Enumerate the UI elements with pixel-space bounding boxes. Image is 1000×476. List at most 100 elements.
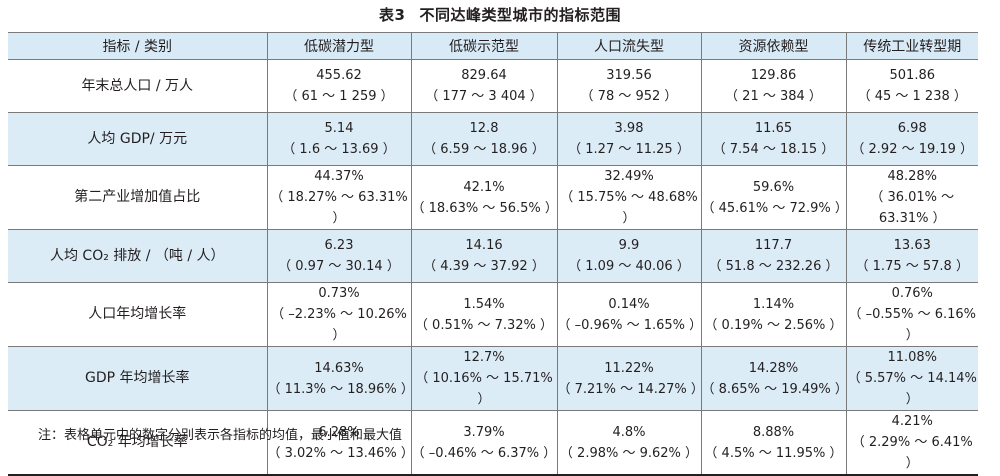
cell-min-max-range: （ –0.55% ～ 6.16% ） — [848, 307, 977, 343]
table-cell: 9.9 （ 1.09 ～ 40.06 ） — [556, 229, 702, 283]
table-cell: 14.63% （ 11.3% ～ 18.96% ） — [266, 346, 414, 411]
table-cell: 3.79% （ –0.46% ～ 6.37% ） — [410, 410, 558, 476]
cell-min-max-range: （ 0.51% ～ 7.32% ） — [414, 317, 554, 333]
row-label: 人均 CO₂ 排放 / （吨 / 人） — [8, 229, 268, 283]
cell-mean-value: 59.6% — [752, 179, 795, 195]
cell-min-max-range: （ 0.97 ～ 30.14 ） — [278, 259, 400, 274]
header-traditional-industry-transition: 传统工业转型期 — [845, 32, 978, 60]
cell-min-max-range: （ 2.29% ～ 6.41% ） — [851, 435, 973, 471]
indicator-range-table: 指标 / 类别 低碳潜力型 低碳示范型 人口流失型 资源依赖型 传统工业转型期 … — [8, 32, 978, 476]
cell-mean-value: 6.28% — [318, 424, 360, 440]
cell-mean-value: 3.79% — [463, 424, 505, 440]
table-title: 表3 不同达峰类型城市的指标范围 — [0, 4, 1000, 25]
cell-mean-value: 0.73% — [318, 286, 360, 301]
cell-min-max-range: （ 1.27 ～ 11.25 ） — [568, 142, 690, 157]
cell-mean-value: 0.14% — [608, 296, 650, 312]
cell-mean-value: 4.8% — [612, 424, 646, 440]
cell-mean-value: 1.54% — [463, 296, 505, 312]
cell-min-max-range: （ 7.54 ～ 18.15 ） — [712, 142, 835, 157]
cell-mean-value: 32.49% — [604, 169, 654, 184]
table-cell: 14.16 （ 4.39 ～ 37.92 ） — [410, 229, 558, 283]
row-label: 第二产业增加值占比 — [8, 165, 268, 230]
table-row: GDP 年均增长率 14.63% （ 11.3% ～ 18.96% ） 12.7% （ … — [8, 346, 978, 411]
cell-mean-value: 129.86 — [750, 68, 797, 83]
cell-mean-value: 12.8 — [469, 121, 499, 136]
table-cell: 11.22% （ 7.21% ～ 14.27% ） — [556, 346, 704, 411]
table-cell: 6.23 （ 0.97 ～ 30.14 ） — [266, 229, 412, 283]
cell-min-max-range: （ 45.61% ～ 72.9% ） — [701, 200, 848, 216]
cell-mean-value: 6.23 — [324, 238, 354, 253]
cell-min-max-range: （ 15.75% ～ 48.68% ） — [560, 190, 698, 226]
table-row: 年末总人口 / 万人 455.62 （ 61 ～ 1 259 ） 829.64 （ 17… — [8, 59, 978, 113]
row-label: GDP 年均增长率 — [8, 346, 268, 411]
cell-mean-value: 11.08% — [887, 350, 938, 365]
cell-mean-value: 0.76% — [891, 286, 933, 301]
header-resource-dependent: 资源依赖型 — [700, 32, 847, 60]
header-low-carbon-demonstration: 低碳示范型 — [410, 32, 558, 60]
table-cell: 32.49% （ 15.75% ～ 48.68% ） — [556, 165, 702, 230]
table-footnote: 注：表格单元中的数字分别表示各指标的均值，最小值和最大值 — [38, 428, 403, 443]
table-number: 表3 — [379, 6, 406, 24]
table-row: 人均 CO₂ 排放 / （吨 / 人） 6.23 （ 0.97 ～ 30.14 ） 1… — [8, 229, 978, 283]
row-label: 年末总人口 / 万人 — [8, 59, 268, 113]
table-cell: 0.76% （ –0.55% ～ 6.16% ） — [845, 282, 978, 347]
table-cell: 11.65 （ 7.54 ～ 18.15 ） — [700, 112, 847, 166]
table-caption: 不同达峰类型城市的指标范围 — [419, 6, 621, 24]
cell-mean-value: 4.21% — [891, 414, 933, 429]
cell-min-max-range: （ –2.23% ～ 10.26% ） — [271, 307, 407, 343]
table-row: 人均 GDP/ 万元 5.14 （ 1.6 ～ 13.69 ） 12.8 （ 6.59 … — [8, 112, 978, 166]
cell-mean-value: 117.7 — [754, 238, 793, 253]
table-cell: 6.98 （ 2.92 ～ 19.19 ） — [845, 112, 978, 166]
table-cell: 4.21% （ 2.29% ～ 6.41% ） — [845, 410, 978, 476]
cell-mean-value: 501.86 — [889, 68, 936, 83]
table-cell: 829.64 （ 177 ～ 3 404 ） — [410, 59, 558, 113]
cell-mean-value: 319.56 — [606, 68, 652, 83]
cell-mean-value: 14.28% — [748, 360, 799, 376]
cell-min-max-range: （ 1.75 ～ 57.8 ） — [855, 259, 969, 274]
table-cell: 1.54% （ 0.51% ～ 7.32% ） — [410, 282, 558, 347]
cell-mean-value: 42.1% — [463, 179, 505, 195]
cell-min-max-range: （ 0.19% ～ 2.56% ） — [704, 317, 843, 333]
table-cell: 0.73% （ –2.23% ～ 10.26% ） — [266, 282, 412, 347]
cell-min-max-range: （ 18.63% ～ 56.5% ） — [411, 200, 558, 216]
cell-mean-value: 5.14 — [324, 121, 354, 136]
table-row: 第二产业增加值占比 44.37% （ 18.27% ～ 63.31% ） 42.1% （… — [8, 165, 978, 230]
cell-mean-value: 14.16 — [465, 238, 503, 253]
table-cell: 11.08% （ 5.57% ～ 14.14% ） — [845, 346, 978, 411]
cell-min-max-range: （ 11.3% ～ 18.96% ） — [267, 381, 414, 397]
table-cell: 0.14% （ –0.96% ～ 1.65% ） — [556, 282, 702, 347]
cell-min-max-range: （ 1.6 ～ 13.69 ） — [282, 142, 396, 157]
table-cell: 455.62 （ 61 ～ 1 259 ） — [266, 59, 412, 113]
cell-mean-value: 11.65 — [754, 121, 793, 136]
table-cell: 12.8 （ 6.59 ～ 18.96 ） — [410, 112, 558, 166]
cell-min-max-range: （ 5.57% ～ 14.14% ） — [847, 371, 977, 407]
cell-min-max-range: （ 6.59 ～ 18.96 ） — [423, 142, 545, 157]
table-header-row: 指标 / 类别 低碳潜力型 低碳示范型 人口流失型 资源依赖型 传统工业转型期 — [8, 32, 978, 60]
table-cell: 42.1% （ 18.63% ～ 56.5% ） — [410, 165, 558, 230]
table-cell: 59.6% （ 45.61% ～ 72.9% ） — [700, 165, 848, 230]
cell-min-max-range: （ 177 ～ 3 404 ） — [425, 89, 543, 104]
header-low-carbon-potential: 低碳潜力型 — [266, 32, 412, 60]
cell-mean-value: 44.37% — [314, 169, 364, 184]
table-cell: 319.56 （ 78 ～ 952 ） — [556, 59, 702, 113]
cell-min-max-range: （ 36.01% ～ 63.31% ） — [870, 190, 955, 226]
cell-mean-value: 829.64 — [461, 68, 507, 83]
table-row: 人口年均增长率 0.73% （ –2.23% ～ 10.26% ） 1.54% （ 0.… — [8, 282, 978, 347]
cell-mean-value: 9.9 — [618, 238, 640, 253]
cell-min-max-range: （ 61 ～ 1 259 ） — [284, 89, 394, 104]
cell-min-max-range: （ 45 ～ 1 238 ） — [857, 89, 967, 104]
table-cell: 501.86 （ 45 ～ 1 238 ） — [845, 59, 978, 113]
table-cell: 5.14 （ 1.6 ～ 13.69 ） — [266, 112, 412, 166]
cell-min-max-range: （ 18.27% ～ 63.31% ） — [270, 190, 408, 226]
cell-min-max-range: （ 1.09 ～ 40.06 ） — [568, 259, 690, 274]
table-cell: 12.7% （ 10.16% ～ 15.71% ） — [410, 346, 558, 411]
document-page: 表3 不同达峰类型城市的指标范围 指标 / 类别 低碳潜力型 低碳示范型 人口流失… — [0, 4, 1000, 476]
table-cell: 44.37% （ 18.27% ～ 63.31% ） — [266, 165, 412, 230]
cell-mean-value: 455.62 — [316, 68, 362, 83]
table-cell: 48.28% （ 36.01% ～ 63.31% ） — [845, 165, 978, 230]
cell-min-max-range: （ 2.92 ～ 19.19 ） — [851, 142, 974, 157]
cell-min-max-range: （ 4.39 ～ 37.92 ） — [423, 259, 545, 274]
cell-mean-value: 8.88% — [752, 424, 795, 440]
cell-mean-value: 3.98 — [614, 121, 644, 136]
cell-min-max-range: （ 7.21% ～ 14.27% ） — [557, 381, 704, 397]
